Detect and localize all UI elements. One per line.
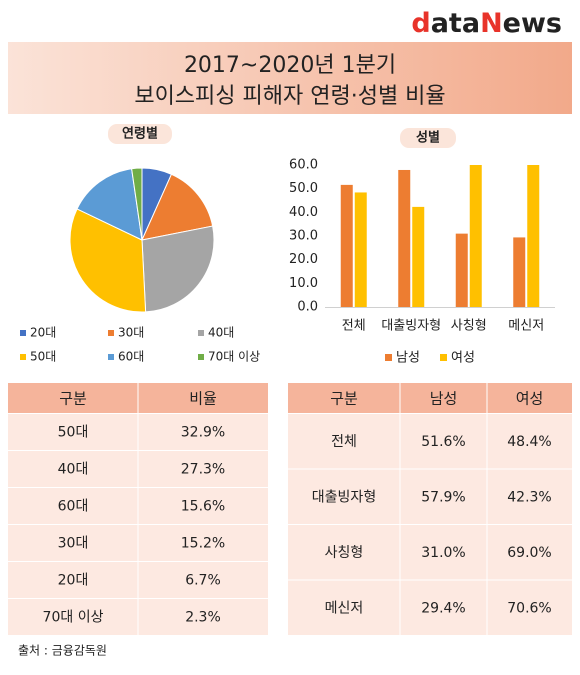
table-cell: 20대 (58, 573, 89, 589)
table-cell: 40대 (58, 462, 89, 478)
table-cell: 메신저 (325, 600, 364, 616)
y-tick-label: 10.0 (289, 276, 318, 291)
legend-label: 50대 (30, 350, 56, 364)
table-cell: 32.9% (181, 425, 225, 441)
x-tick-label: 대출빙자형 (381, 319, 441, 334)
table-cell: 15.6% (181, 499, 225, 515)
table-header: 구분 (330, 390, 358, 408)
table-row-bg (288, 469, 572, 524)
pie-slice (76, 168, 143, 241)
table-row-bg (288, 414, 572, 469)
logo-part: N (480, 8, 503, 39)
table-cell: 31.0% (421, 545, 465, 561)
y-tick-label: 30.0 (289, 229, 318, 244)
legend-swatch (20, 330, 26, 336)
table-cell: 27.3% (181, 462, 225, 478)
table-cell: 60대 (58, 499, 89, 515)
title-line: 2017~2020년 1분기 (184, 53, 396, 78)
y-tick-label: 60.0 (289, 158, 318, 173)
logo-part: ata (431, 8, 480, 39)
y-tick-label: 50.0 (289, 181, 318, 196)
pill (400, 128, 456, 148)
legend-label: 70대 이상 (208, 350, 260, 364)
table-row-bg (288, 525, 572, 580)
table-header: 구분 (59, 390, 87, 408)
legend-swatch (108, 330, 114, 336)
table-cell: 29.4% (421, 600, 465, 616)
pie-slice (141, 225, 215, 313)
pill (108, 124, 172, 144)
pie-slice (131, 167, 143, 241)
y-tick-label: 20.0 (289, 252, 318, 267)
bar (412, 206, 425, 307)
table-cell: 15.2% (181, 536, 225, 552)
table-cell: 30대 (58, 536, 89, 552)
legend-swatch (198, 354, 204, 360)
x-tick-label: 사칭형 (451, 319, 487, 334)
pie-slice (141, 173, 214, 241)
bar (513, 237, 526, 307)
legend-label: 30대 (118, 326, 144, 340)
chart-title: 성별 (416, 130, 440, 146)
table-cell: 대출빙자형 (312, 489, 376, 505)
bars (340, 165, 540, 307)
table-cell: 50대 (58, 425, 89, 441)
table-cell: 51.6% (421, 434, 465, 450)
legend-swatch (108, 354, 114, 360)
legend-swatch (198, 330, 204, 336)
chart-title: 연령별 (122, 126, 158, 142)
bar (469, 165, 482, 307)
table-cell: 69.0% (507, 545, 551, 561)
bar (340, 184, 353, 307)
logo-part: ews (503, 8, 562, 39)
table-header-bg (288, 383, 572, 413)
table-cell: 57.9% (421, 489, 465, 505)
legend-swatch (440, 354, 447, 361)
bar (398, 169, 411, 307)
table-header: 비율 (189, 390, 217, 408)
table-cell: 전체 (331, 434, 357, 450)
table-cell: 70대 이상 (43, 610, 104, 626)
legend-label: 60대 (118, 350, 144, 364)
logo-part: d (411, 8, 430, 39)
legend-label: 남성 (396, 351, 420, 366)
table-cell: 6.7% (185, 573, 221, 589)
table-cell: 70.6% (507, 600, 551, 616)
table-header: 남성 (430, 390, 458, 408)
y-tick-label: 0.0 (297, 300, 318, 315)
y-tick-label: 40.0 (289, 205, 318, 220)
legend-label: 여성 (451, 351, 475, 366)
bar (527, 165, 540, 307)
table-cell: 42.3% (507, 489, 551, 505)
table-row-bg (288, 580, 572, 635)
table-cell: 2.3% (185, 610, 221, 626)
x-tick-label: 메신저 (508, 319, 544, 334)
header-box (8, 42, 572, 114)
bar (455, 233, 468, 307)
legend-swatch (20, 354, 26, 360)
logo: dataNews (411, 8, 562, 39)
table-header: 여성 (516, 390, 544, 408)
legend-swatch (385, 354, 392, 361)
source: 출처 : 금융감독원 (18, 644, 107, 658)
legend-label: 40대 (208, 326, 234, 340)
bar (354, 192, 367, 307)
title-line: 보이스피싱 피해자 연령·성별 비율 (134, 84, 445, 109)
pie-slice (69, 208, 147, 313)
x-tick-label: 전체 (342, 319, 366, 334)
legend-label: 20대 (30, 326, 56, 340)
table-cell: 사칭형 (325, 545, 364, 561)
table-cell: 48.4% (507, 434, 551, 450)
